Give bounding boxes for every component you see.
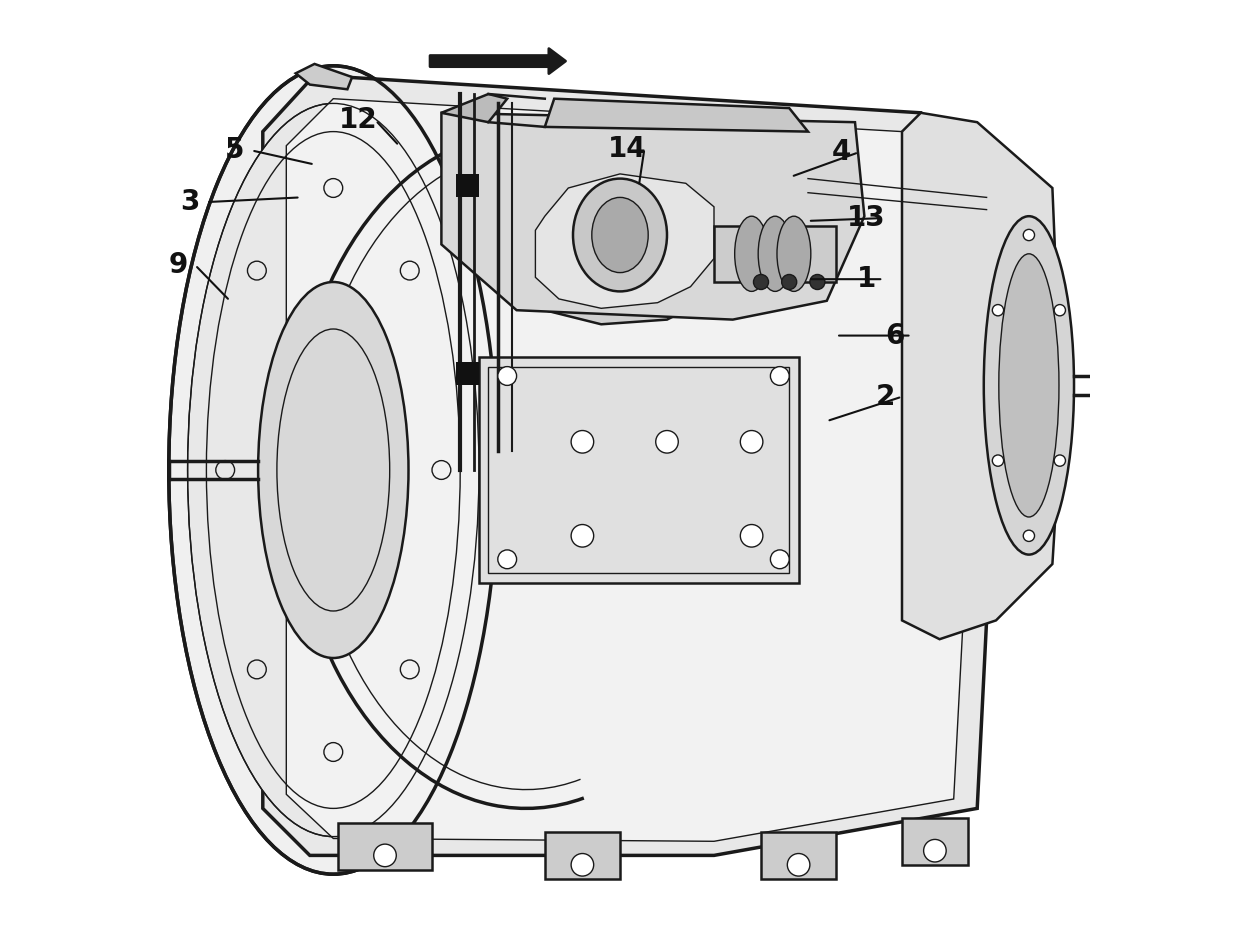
Text: 5: 5 (224, 136, 244, 164)
Ellipse shape (754, 274, 769, 290)
Text: 4: 4 (832, 138, 852, 166)
Polygon shape (536, 174, 714, 308)
Ellipse shape (187, 103, 479, 837)
Ellipse shape (734, 216, 769, 291)
Ellipse shape (497, 550, 517, 569)
FancyBboxPatch shape (761, 832, 836, 879)
Polygon shape (441, 113, 864, 320)
FancyBboxPatch shape (544, 832, 620, 879)
Ellipse shape (770, 550, 789, 569)
Ellipse shape (992, 455, 1003, 466)
Ellipse shape (1023, 229, 1034, 241)
FancyBboxPatch shape (479, 357, 799, 583)
Ellipse shape (787, 854, 810, 876)
Polygon shape (544, 99, 808, 132)
Text: 9: 9 (169, 251, 187, 279)
FancyBboxPatch shape (455, 174, 479, 197)
FancyBboxPatch shape (339, 822, 432, 870)
Ellipse shape (740, 525, 763, 547)
Ellipse shape (373, 844, 397, 867)
Ellipse shape (258, 282, 408, 658)
Text: 12: 12 (340, 106, 378, 134)
Ellipse shape (758, 216, 792, 291)
Polygon shape (263, 75, 996, 855)
Ellipse shape (781, 274, 797, 290)
Ellipse shape (1054, 305, 1065, 316)
Polygon shape (901, 113, 1061, 639)
Ellipse shape (810, 274, 825, 290)
Text: 1: 1 (857, 265, 875, 293)
Ellipse shape (740, 431, 763, 453)
Ellipse shape (924, 839, 946, 862)
Polygon shape (441, 94, 507, 122)
Ellipse shape (572, 854, 594, 876)
FancyBboxPatch shape (901, 818, 967, 865)
Ellipse shape (1023, 530, 1034, 541)
Ellipse shape (656, 431, 678, 453)
Ellipse shape (992, 305, 1003, 316)
Polygon shape (286, 99, 972, 841)
FancyBboxPatch shape (714, 226, 836, 282)
Ellipse shape (591, 197, 649, 273)
Polygon shape (517, 150, 733, 324)
Ellipse shape (573, 179, 667, 291)
FancyBboxPatch shape (455, 362, 479, 385)
Ellipse shape (1054, 455, 1065, 466)
Text: 3: 3 (180, 188, 200, 216)
Text: 14: 14 (608, 134, 647, 163)
Ellipse shape (770, 367, 789, 385)
Ellipse shape (777, 216, 811, 291)
Text: 2: 2 (875, 383, 895, 411)
Ellipse shape (572, 431, 594, 453)
Text: 6: 6 (885, 321, 904, 350)
Ellipse shape (169, 66, 497, 874)
Ellipse shape (497, 367, 517, 385)
Text: 13: 13 (847, 204, 885, 232)
Ellipse shape (983, 216, 1074, 555)
Ellipse shape (572, 525, 594, 547)
Ellipse shape (998, 254, 1059, 517)
Polygon shape (295, 64, 352, 89)
